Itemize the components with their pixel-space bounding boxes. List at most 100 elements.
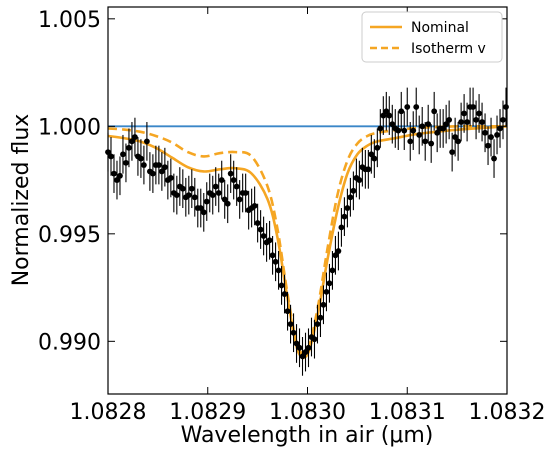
data-point [404, 104, 411, 110]
legend: Nominal Isotherm v [361, 11, 503, 63]
data-point [144, 138, 150, 145]
data-point [497, 125, 503, 132]
data-point [141, 162, 147, 168]
data-point [278, 282, 285, 289]
legend-label-isotherm: Isotherm v [411, 41, 486, 57]
data-point [132, 134, 138, 140]
data-point [374, 144, 381, 151]
data-point [347, 194, 354, 201]
data-point [236, 196, 243, 203]
data-point [111, 170, 117, 177]
data-point [395, 127, 402, 134]
x-tick-label: 1.0832 [469, 400, 546, 425]
data-point [293, 340, 300, 347]
data-point [161, 164, 168, 171]
chart-marks [105, 87, 509, 376]
data-point [191, 194, 198, 201]
axes: 1.0828 1.0829 1.0830 1.0831 1.0832 0.990 0.995… [38, 7, 545, 425]
x-axis-label: Wavelength in air (μm) [181, 423, 434, 448]
data-point [254, 220, 261, 226]
x-tick-label: 1.0831 [369, 400, 446, 425]
data-point [126, 144, 132, 151]
data-point [335, 248, 342, 254]
data-point [452, 134, 459, 140]
data-point [488, 134, 494, 140]
data-point [317, 314, 324, 321]
data-point [224, 200, 231, 207]
data-point [266, 237, 273, 244]
data-point [401, 127, 408, 134]
data-point [233, 183, 240, 190]
data-point [461, 110, 468, 117]
data-point [138, 155, 144, 162]
data-point [296, 344, 303, 351]
data-point [386, 112, 393, 119]
x-tick-label: 1.0829 [169, 400, 246, 425]
data-point [305, 344, 312, 351]
data-point [108, 153, 114, 160]
data-point [398, 108, 405, 115]
data-point [311, 336, 318, 343]
y-tick-label: 0.990 [38, 330, 101, 355]
legend-box [361, 11, 503, 63]
data-point [494, 132, 500, 138]
data-point [129, 138, 135, 145]
data-point [332, 252, 339, 259]
data-point [425, 121, 432, 128]
data-point [120, 151, 126, 158]
data-point [458, 119, 465, 125]
data-point [446, 116, 453, 123]
plot-frame [107, 6, 508, 395]
y-tick-label: 0.995 [38, 223, 101, 248]
data-point [479, 119, 485, 125]
y-tick-label: 1.000 [38, 115, 101, 140]
data-point [117, 172, 123, 179]
data-point [410, 127, 417, 134]
data-point [338, 224, 345, 231]
data-point [173, 192, 180, 199]
data-point [443, 121, 450, 128]
data-point [464, 119, 470, 125]
data-point [209, 192, 216, 199]
data-point [230, 177, 237, 183]
data-point [491, 155, 497, 162]
data-point [389, 121, 396, 128]
data-point [260, 233, 267, 239]
data-point [314, 321, 321, 328]
data-point [212, 183, 219, 190]
data-point [272, 258, 279, 265]
data-point [356, 177, 363, 183]
data-point [284, 308, 291, 315]
data-point [188, 185, 195, 192]
data-point [377, 125, 384, 132]
data-point [123, 159, 129, 166]
data-point [200, 209, 207, 216]
data-point [323, 288, 330, 295]
data-point [185, 192, 192, 199]
data-point [428, 140, 435, 147]
data-point [257, 226, 264, 233]
data-point [407, 138, 414, 145]
data-point [215, 190, 222, 196]
data-point [203, 198, 210, 205]
data-point [281, 291, 288, 297]
data-point [431, 108, 438, 115]
data-point [440, 125, 447, 132]
data-point [368, 151, 375, 158]
data-point [290, 329, 297, 336]
data-point [371, 155, 378, 162]
data-point [449, 149, 456, 156]
data-point [413, 104, 420, 110]
data-point [473, 116, 479, 123]
data-point [416, 132, 423, 138]
data-point [482, 129, 488, 136]
data-point [227, 170, 234, 177]
data-point [350, 187, 357, 194]
data-point [434, 129, 441, 136]
data-point [242, 190, 249, 196]
data-point [251, 202, 258, 209]
data-point [326, 280, 333, 287]
data-point [470, 104, 476, 110]
data-point [158, 168, 165, 175]
